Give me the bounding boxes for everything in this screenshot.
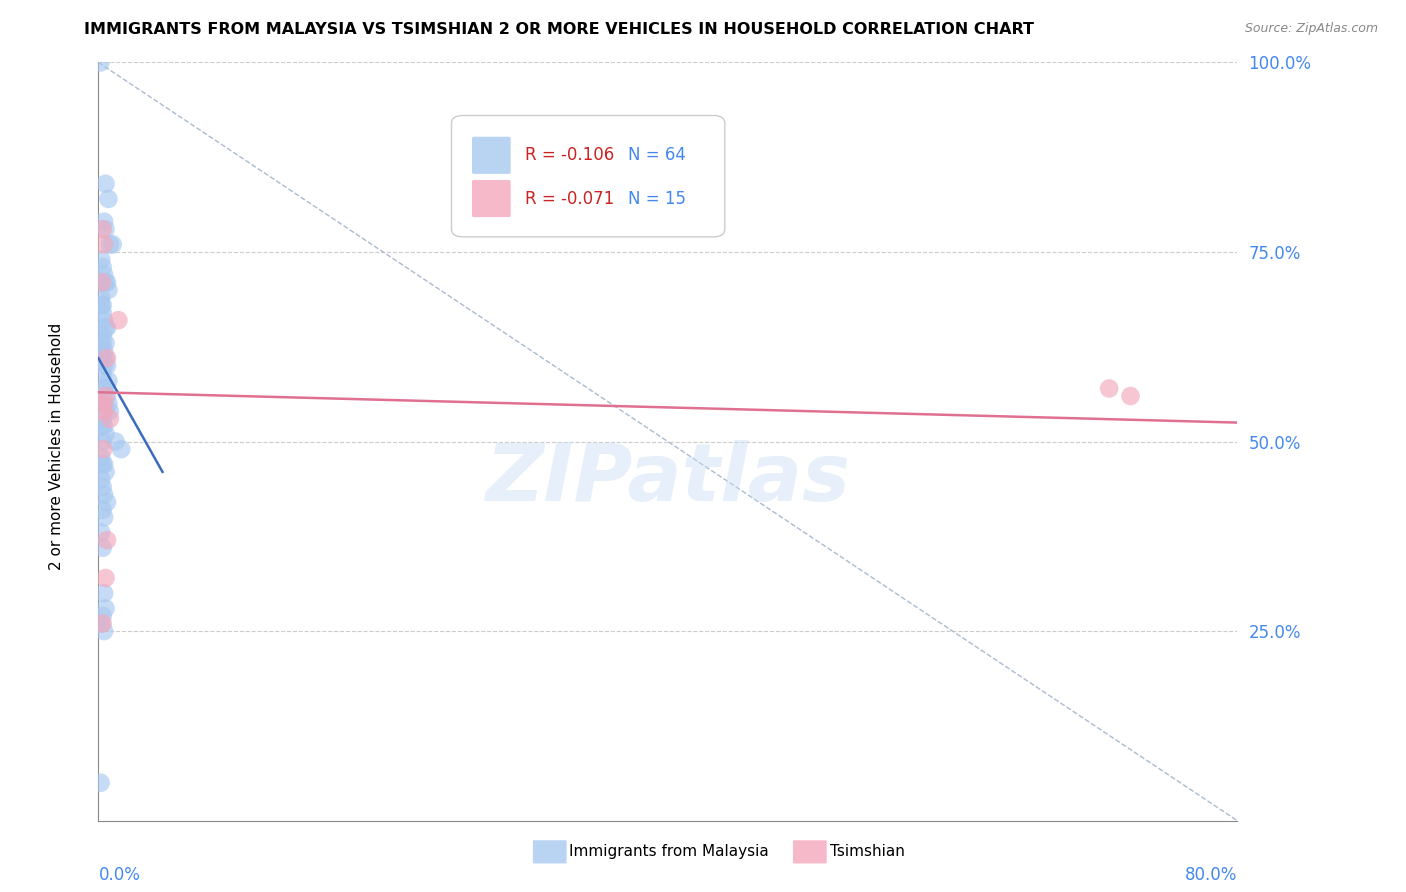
Point [90, 776, 112, 790]
Point [97, 283, 120, 297]
Point [91, 434, 114, 449]
Point [94, 222, 117, 236]
Point [93, 214, 115, 228]
Point [107, 313, 129, 327]
Point [98, 412, 121, 426]
Point [91, 366, 114, 380]
FancyBboxPatch shape [472, 180, 510, 217]
Point [93, 404, 115, 418]
Point [97, 396, 120, 410]
Point [93, 510, 115, 524]
Point [91, 608, 114, 623]
Point [93, 586, 115, 600]
FancyBboxPatch shape [451, 115, 725, 236]
Point [94, 275, 117, 289]
Text: 80.0%: 80.0% [1185, 866, 1237, 884]
Point [93, 343, 115, 358]
Text: R = -0.071: R = -0.071 [526, 190, 614, 208]
Point [91, 305, 114, 319]
Point [93, 237, 115, 252]
Point [96, 389, 118, 403]
Point [96, 495, 118, 509]
Point [97, 374, 120, 388]
Text: Tsimshian: Tsimshian [830, 845, 904, 859]
Point [91, 275, 114, 289]
Point [93, 419, 115, 434]
Point [94, 382, 117, 396]
Point [91, 298, 114, 312]
Text: N = 64: N = 64 [628, 146, 686, 164]
Point [110, 442, 132, 457]
Point [94, 404, 117, 418]
Point [93, 382, 115, 396]
Point [94, 571, 117, 585]
Point [96, 320, 118, 334]
Point [96, 533, 118, 547]
Point [90, 450, 112, 464]
Point [94, 601, 117, 615]
Text: ZIPatlas: ZIPatlas [485, 441, 851, 518]
Point [93, 396, 115, 410]
Point [93, 313, 115, 327]
Text: R = -0.106: R = -0.106 [526, 146, 614, 164]
Point [98, 404, 121, 418]
Point [94, 177, 117, 191]
Point [101, 237, 124, 252]
Text: 0.0%: 0.0% [98, 866, 141, 884]
Point [93, 624, 115, 639]
Point [104, 434, 127, 449]
Text: Immigrants from Malaysia: Immigrants from Malaysia [569, 845, 769, 859]
Point [90, 343, 112, 358]
Point [93, 487, 115, 501]
Point [90, 473, 112, 487]
Point [90, 419, 112, 434]
Point [94, 389, 117, 403]
Point [94, 335, 117, 350]
Point [90, 616, 112, 631]
Point [94, 351, 117, 366]
Point [91, 335, 114, 350]
Point [96, 351, 118, 366]
Point [91, 412, 114, 426]
Point [96, 359, 118, 373]
Point [1098, 382, 1121, 396]
Point [93, 268, 115, 282]
Point [91, 616, 114, 631]
Point [91, 457, 114, 471]
Text: Source: ZipAtlas.com: Source: ZipAtlas.com [1244, 22, 1378, 36]
Point [93, 396, 115, 410]
Point [93, 457, 115, 471]
Point [90, 389, 112, 403]
Point [90, 298, 112, 312]
Point [91, 503, 114, 517]
Point [94, 427, 117, 442]
Point [96, 275, 118, 289]
Point [97, 192, 120, 206]
Point [90, 252, 112, 267]
Point [91, 260, 114, 274]
Point [90, 525, 112, 540]
Text: 2 or more Vehicles in Household: 2 or more Vehicles in Household [49, 322, 63, 570]
Point [91, 222, 114, 236]
Point [90, 55, 112, 70]
Point [91, 480, 114, 494]
Point [98, 237, 121, 252]
Point [94, 320, 117, 334]
Point [94, 465, 117, 479]
Point [91, 351, 114, 366]
Point [90, 291, 112, 305]
Point [91, 328, 114, 343]
FancyBboxPatch shape [472, 136, 510, 174]
Text: IMMIGRANTS FROM MALAYSIA VS TSIMSHIAN 2 OR MORE VEHICLES IN HOUSEHOLD CORRELATIO: IMMIGRANTS FROM MALAYSIA VS TSIMSHIAN 2 … [84, 22, 1035, 37]
Point [91, 541, 114, 555]
Point [1119, 389, 1142, 403]
Point [93, 359, 115, 373]
Text: N = 15: N = 15 [628, 190, 686, 208]
Point [93, 442, 115, 457]
